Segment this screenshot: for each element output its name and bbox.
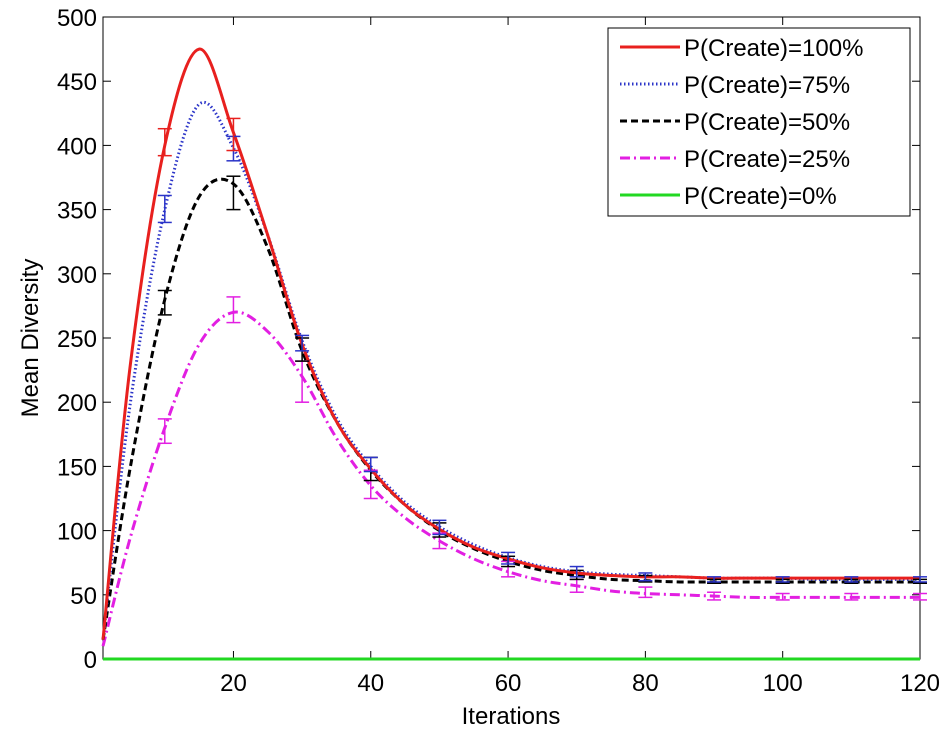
legend-label: P(Create)=25% bbox=[684, 146, 850, 173]
y-tick-label: 50 bbox=[70, 583, 97, 610]
x-tick-label: 20 bbox=[220, 670, 247, 697]
y-tick-label: 400 bbox=[57, 133, 97, 160]
x-tick-label: 80 bbox=[632, 670, 659, 697]
series-line bbox=[101, 310, 920, 647]
y-tick-label: 450 bbox=[57, 69, 97, 96]
x-tick-label: 120 bbox=[900, 670, 940, 697]
x-tick-label: 100 bbox=[763, 670, 803, 697]
axes: 0 50 100 150 200 250 300 350 400 450 500 20 40 60 80 10… bbox=[57, 5, 940, 697]
errorbar-layer bbox=[157, 117, 927, 601]
x-tick-label: 40 bbox=[357, 670, 384, 697]
legend: P(Create)=100% P(Create)=75% P(Create)=50%… bbox=[607, 27, 911, 217]
legend-label: P(Create)=0% bbox=[684, 183, 837, 210]
y-tick-label: 0 bbox=[84, 647, 97, 674]
x-tick-label: 60 bbox=[495, 670, 522, 697]
series-layer bbox=[101, 47, 920, 661]
y-tick-label: 200 bbox=[57, 390, 97, 417]
y-tick-label: 150 bbox=[57, 454, 97, 481]
y-tick-label: 100 bbox=[57, 519, 97, 546]
series-line bbox=[101, 47, 920, 640]
legend-label: P(Create)=75% bbox=[684, 72, 850, 99]
y-tick-label: 350 bbox=[57, 198, 97, 225]
legend-label: P(Create)=50% bbox=[684, 109, 850, 136]
series-line bbox=[101, 100, 920, 640]
y-axis-label: Mean Diversity bbox=[17, 259, 44, 418]
y-tick-label: 250 bbox=[57, 326, 97, 353]
y-tick-label: 300 bbox=[57, 262, 97, 289]
x-axis-label: Iterations bbox=[462, 703, 561, 730]
legend-label: P(Create)=100% bbox=[684, 35, 863, 62]
y-tick-label: 500 bbox=[57, 5, 97, 32]
